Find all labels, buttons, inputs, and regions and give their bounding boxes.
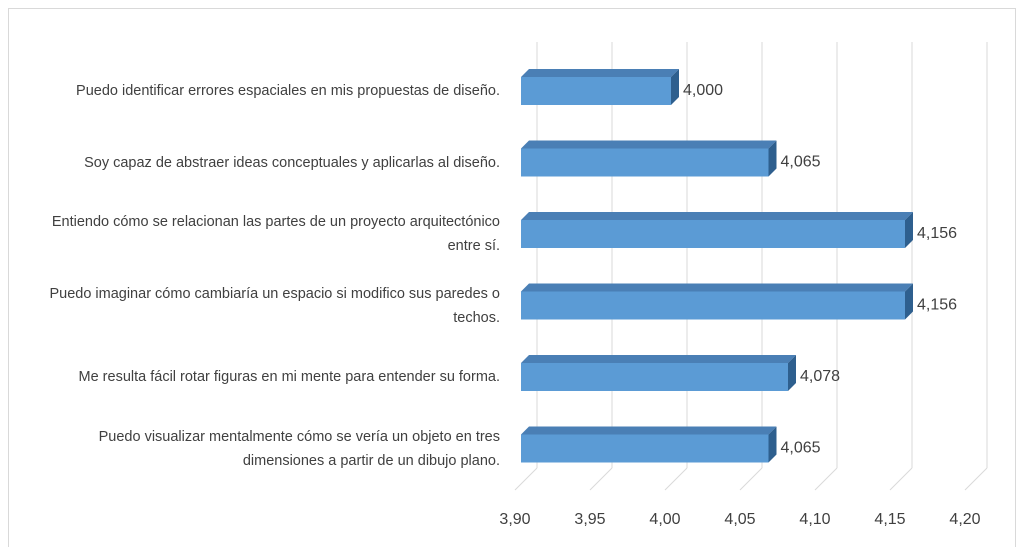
bar bbox=[521, 291, 905, 320]
bar-top bbox=[521, 69, 679, 77]
bar-top bbox=[521, 355, 796, 363]
floor-grid-line bbox=[589, 467, 613, 491]
bar-side bbox=[905, 283, 913, 320]
x-tick-label: 3,90 bbox=[499, 511, 530, 528]
bar-side bbox=[671, 69, 679, 105]
bar bbox=[521, 434, 769, 463]
bar-side bbox=[768, 426, 777, 463]
chart-border bbox=[8, 8, 1016, 547]
bar-top bbox=[521, 212, 913, 220]
y-tick-label: Entiendo cómo se relacionan las partes d… bbox=[51, 214, 500, 254]
bar bbox=[521, 363, 788, 391]
bar-side bbox=[768, 140, 777, 177]
value-label: 4,078 bbox=[800, 368, 840, 385]
x-tick-label: 4,00 bbox=[649, 511, 680, 528]
bar-side bbox=[788, 355, 796, 391]
x-tick-label: 4,10 bbox=[799, 511, 830, 528]
floor-grid-line bbox=[514, 467, 538, 491]
floor-grid-line bbox=[739, 467, 763, 491]
x-tick-label: 4,20 bbox=[949, 511, 980, 528]
bar-side bbox=[905, 212, 913, 248]
floor-grid-line bbox=[814, 467, 838, 491]
x-tick-label: 4,05 bbox=[724, 511, 755, 528]
bar-top bbox=[521, 140, 777, 149]
y-tick-label: Me resulta fácil rotar figuras en mi men… bbox=[78, 369, 501, 385]
value-label: 4,156 bbox=[917, 297, 957, 314]
bar bbox=[521, 77, 671, 105]
bar-top bbox=[521, 283, 913, 292]
bar bbox=[521, 220, 905, 248]
bar-top bbox=[521, 426, 777, 435]
y-tick-label: Puedo visualizar mentalmente cómo se ver… bbox=[98, 428, 500, 469]
value-label: 4,000 bbox=[683, 82, 723, 99]
floor-grid-line bbox=[889, 467, 913, 491]
value-label: 4,065 bbox=[781, 440, 821, 457]
bar bbox=[521, 148, 769, 177]
value-label: 4,156 bbox=[917, 225, 957, 242]
y-tick-label: Puedo imaginar cómo cambiaría un espacio… bbox=[49, 285, 500, 326]
value-label: 4,065 bbox=[781, 154, 821, 171]
x-tick-label: 3,95 bbox=[574, 511, 605, 528]
y-tick-label: Soy capaz de abstraer ideas conceptuales… bbox=[84, 154, 500, 171]
floor-grid-line bbox=[964, 467, 988, 491]
x-tick-label: 4,15 bbox=[874, 511, 905, 528]
floor-grid-line bbox=[664, 467, 688, 491]
y-tick-label: Puedo identificar errores espaciales en … bbox=[76, 83, 500, 99]
